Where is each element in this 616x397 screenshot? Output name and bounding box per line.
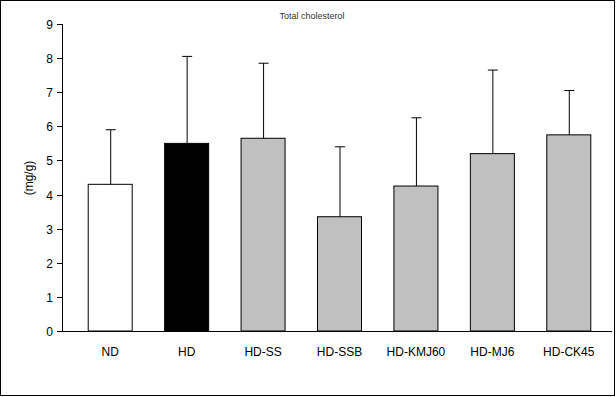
error-bar	[106, 130, 116, 185]
y-tick	[57, 229, 62, 230]
bar	[394, 186, 438, 331]
y-axis	[62, 24, 63, 331]
error-cap	[182, 56, 192, 57]
error-bar	[259, 63, 269, 138]
error-cap	[411, 117, 421, 118]
error-cap	[335, 146, 345, 147]
x-tick-label: HD-KMJ60	[387, 345, 446, 359]
y-tick	[57, 160, 62, 161]
error-bar	[411, 118, 421, 186]
y-tick-label: 4	[46, 189, 53, 203]
y-tick-label: 3	[46, 223, 53, 237]
y-tick-label: 8	[46, 52, 53, 66]
error-line	[569, 91, 570, 135]
chart-frame	[1, 1, 615, 396]
y-tick-label: 9	[46, 18, 53, 32]
x-tick-label: HD-CK45	[543, 345, 595, 359]
chart: 0 1 2 3 4 5 6 7 8 9 ND HD HD-SS HD-SSB HD-KMJ60 HD-MJ6 H…	[0, 0, 616, 397]
error-line	[187, 56, 188, 143]
x-tick-label: ND	[102, 345, 120, 359]
y-tick	[57, 58, 62, 59]
bar	[318, 217, 362, 331]
error-cap	[106, 129, 116, 130]
bar	[470, 154, 514, 331]
error-bar	[488, 70, 498, 154]
y-tick	[57, 195, 62, 196]
error-line	[340, 147, 341, 217]
y-tick-label: 1	[46, 291, 53, 305]
error-bar	[564, 91, 574, 135]
error-cap	[259, 63, 269, 64]
error-bar	[182, 56, 192, 143]
x-tick-label: HD-SSB	[317, 345, 362, 359]
y-tick	[57, 331, 62, 332]
x-tick-label: HD-SS	[244, 345, 281, 359]
y-tick-label: 2	[46, 257, 53, 271]
bar	[88, 184, 132, 331]
bar	[241, 138, 285, 331]
error-line	[263, 63, 264, 138]
error-bar	[335, 147, 345, 217]
x-axis	[62, 331, 612, 332]
y-tick-label: 6	[46, 120, 53, 134]
y-tick	[57, 263, 62, 264]
x-tick-label: HD-MJ6	[470, 345, 514, 359]
y-axis-label: (mg/g)	[22, 161, 36, 196]
y-tick	[57, 126, 62, 127]
y-tick-label: 5	[46, 154, 53, 168]
bar	[165, 143, 209, 331]
error-line	[492, 70, 493, 154]
error-cap	[564, 90, 574, 91]
y-tick	[57, 297, 62, 298]
y-tick-label: 7	[46, 86, 53, 100]
y-tick	[57, 24, 62, 25]
y-tick-label: 0	[46, 325, 53, 339]
error-line	[416, 118, 417, 186]
bars	[88, 56, 591, 331]
bar	[547, 135, 591, 331]
x-tick-label: HD	[178, 345, 196, 359]
error-cap	[488, 70, 498, 71]
y-tick	[57, 92, 62, 93]
error-line	[110, 130, 111, 185]
title: Total cholesterol	[279, 11, 344, 21]
